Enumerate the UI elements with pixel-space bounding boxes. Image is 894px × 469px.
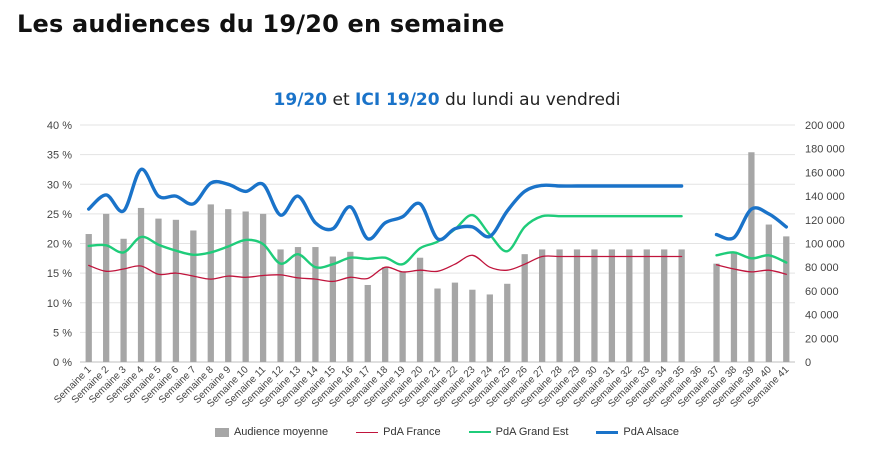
right-axis-tick-label: 60 000 xyxy=(805,286,839,298)
right-axis-tick-label: 200 000 xyxy=(805,120,845,132)
bar xyxy=(434,288,441,362)
left-axis-tick-label: 0 % xyxy=(53,357,72,369)
bar xyxy=(783,236,790,362)
bar xyxy=(103,213,110,362)
bar xyxy=(259,213,267,362)
series-line-pda-grand-est xyxy=(87,213,683,269)
bar xyxy=(661,249,668,362)
bar xyxy=(678,249,685,362)
legend-item-pda-france: PdA France xyxy=(356,426,441,438)
bar xyxy=(730,251,738,362)
chart-title: 19/20 et ICI 19/20 du lundi au vendredi xyxy=(0,90,894,110)
bar xyxy=(242,211,249,362)
legend-swatch-line xyxy=(356,431,379,433)
left-axis-tick-label: 10 % xyxy=(47,298,72,310)
bar xyxy=(608,249,616,362)
bar xyxy=(329,256,337,362)
bar xyxy=(382,267,389,362)
bar xyxy=(155,218,162,362)
left-axis-tick-label: 25 % xyxy=(47,209,72,221)
series-line-pda-alsace xyxy=(714,206,788,241)
bar xyxy=(469,289,476,362)
left-axis-tick-label: 35 % xyxy=(47,150,72,162)
series-line-pda-grand-est xyxy=(715,251,788,264)
series-line-pda-france xyxy=(715,264,787,275)
bar xyxy=(85,234,92,362)
left-axis-tick-label: 40 % xyxy=(47,120,72,132)
right-axis-tick-label: 120 000 xyxy=(805,215,845,227)
bar xyxy=(294,247,302,362)
bar xyxy=(643,249,650,362)
bar xyxy=(626,249,633,362)
bar xyxy=(347,251,354,362)
bar xyxy=(225,209,232,362)
right-axis-tick-label: 180 000 xyxy=(805,144,845,156)
right-axis-tick-label: 100 000 xyxy=(805,239,845,251)
bar xyxy=(504,283,511,362)
bar xyxy=(277,249,284,362)
right-axis-tick-label: 40 000 xyxy=(805,310,839,322)
legend-swatch-bar xyxy=(214,427,229,437)
left-axis-tick-label: 20 % xyxy=(47,239,72,251)
legend-swatch-line xyxy=(596,430,619,434)
bar xyxy=(172,219,180,362)
left-axis-tick-label: 30 % xyxy=(47,179,72,191)
left-axis-tick-label: 15 % xyxy=(47,268,72,280)
series-line-pda-france xyxy=(88,254,683,283)
bar xyxy=(451,282,459,362)
bar xyxy=(416,257,424,362)
right-axis-tick-label: 0 xyxy=(805,357,811,369)
right-axis-tick-label: 160 000 xyxy=(805,167,845,179)
legend-item-pda-grand-est: PdA Grand Est xyxy=(468,426,569,438)
bar xyxy=(137,207,145,362)
bar xyxy=(556,249,563,362)
chart-title-part-1: 19/20 xyxy=(273,90,328,110)
bar xyxy=(765,224,772,362)
legend-item-pda-alsace: PdA Alsace xyxy=(596,426,679,438)
bar xyxy=(573,249,581,362)
bar xyxy=(591,249,598,362)
legend-label: PdA Alsace xyxy=(623,426,680,438)
legend-label: PdA France xyxy=(383,426,441,438)
chart-title-part-4: du lundi au vendredi xyxy=(439,90,621,110)
bar xyxy=(120,238,127,362)
bar xyxy=(713,263,720,362)
bar xyxy=(521,254,528,362)
legend-label: PdA Grand Est xyxy=(495,426,569,438)
left-axis-tick-label: 5 % xyxy=(53,327,72,339)
page-title: Les audiences du 19/20 en semaine xyxy=(17,10,505,38)
series-line-pda-alsace xyxy=(87,167,684,242)
chart-title-part-2: et xyxy=(327,90,356,110)
bar xyxy=(538,249,546,362)
bar xyxy=(312,247,319,362)
right-axis-tick-label: 140 000 xyxy=(805,191,845,203)
chart-legend: Audience moyenne PdA France PdA Grand Es… xyxy=(0,426,894,438)
bar xyxy=(399,271,406,362)
bar xyxy=(364,284,371,362)
right-axis-tick-label: 20 000 xyxy=(805,333,839,345)
right-axis-tick-label: 80 000 xyxy=(805,262,839,274)
legend-label: Audience moyenne xyxy=(233,426,329,438)
bar xyxy=(207,204,214,362)
bar xyxy=(486,294,493,362)
legend-swatch-line xyxy=(468,431,491,433)
legend-item-audience-moyenne: Audience moyenne xyxy=(214,426,329,438)
bar xyxy=(190,230,197,362)
chart-title-part-3: ICI 19/20 xyxy=(355,90,440,110)
